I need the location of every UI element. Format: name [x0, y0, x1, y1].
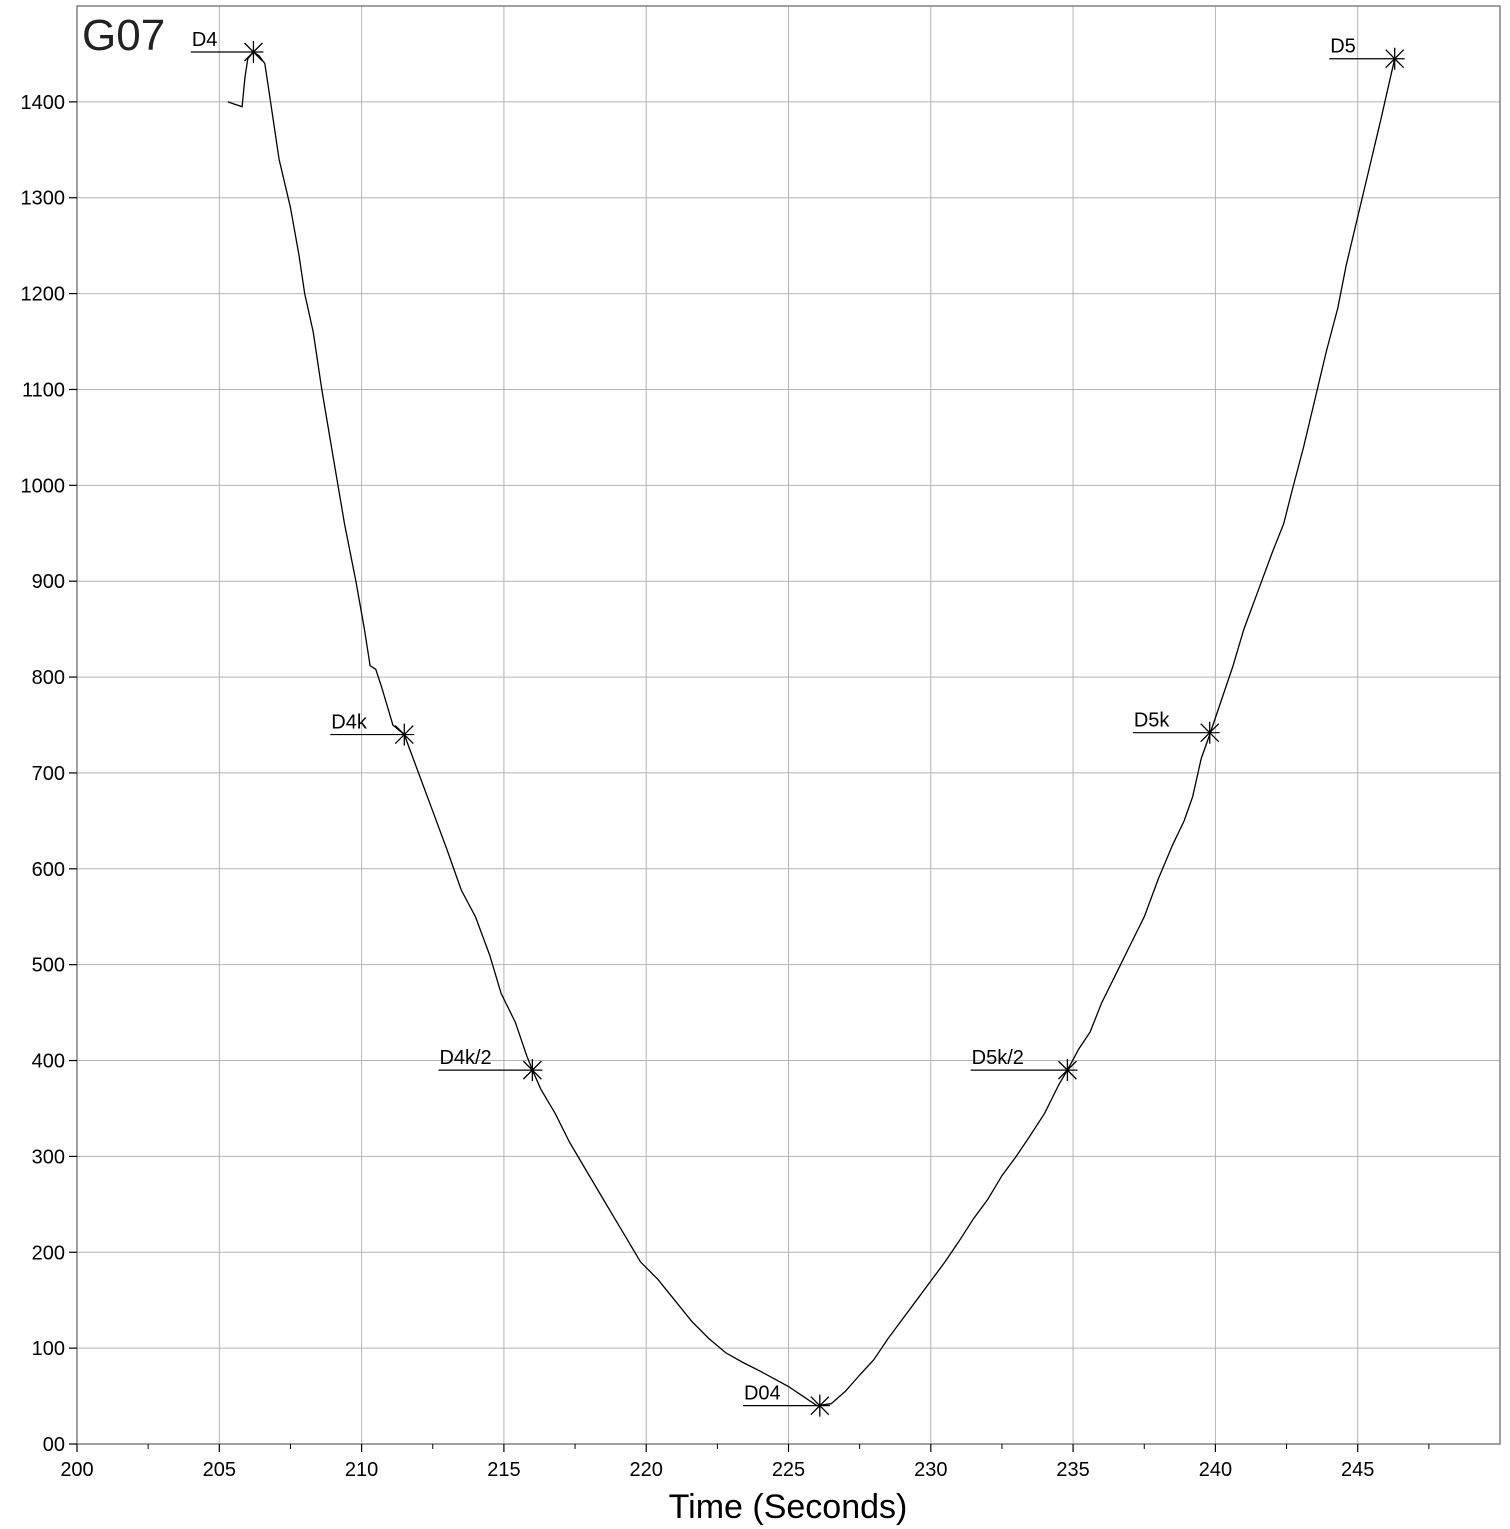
y-tick-label: 200: [32, 1242, 65, 1264]
marker-d4k-2: D4k/2: [438, 1047, 543, 1082]
marker-d5k-2: D5k/2: [970, 1047, 1078, 1082]
y-tick-label: 800: [32, 667, 65, 689]
x-tick-label: 225: [772, 1459, 805, 1481]
marker-d04: D04: [742, 1383, 830, 1417]
marker-label: D5k: [1134, 710, 1171, 732]
y-tick-label: 1300: [21, 188, 66, 210]
marker-label: D5k/2: [972, 1047, 1024, 1069]
x-tick-label: 235: [1056, 1459, 1089, 1481]
y-tick-label: 00: [43, 1434, 65, 1456]
marker-annotations: D4 D4k D4k/2 D04 D5k/2 D5k D5: [190, 29, 1405, 1417]
x-tick-label: 240: [1199, 1459, 1232, 1481]
marker-d4: D4: [190, 29, 264, 64]
y-tick-label: 500: [32, 955, 65, 977]
marker-label: D04: [744, 1383, 781, 1405]
marker-d5: D5: [1329, 36, 1405, 70]
y-tick-label: 600: [32, 859, 65, 881]
series-line: [227, 51, 1396, 1407]
chart-title: G07: [82, 11, 165, 60]
x-axis-label: Time (Seconds): [669, 1488, 908, 1526]
x-tick-label: 230: [914, 1459, 947, 1481]
y-tick-label: 700: [32, 763, 65, 785]
y-tick-label: 1000: [21, 475, 66, 497]
marker-label: D5: [1330, 36, 1356, 58]
x-tick-label: 200: [60, 1459, 93, 1481]
marker-d5k: D5k: [1132, 710, 1220, 744]
y-tick-label: 1200: [21, 284, 66, 306]
x-tick-label: 215: [487, 1459, 520, 1481]
y-tick-label: 300: [32, 1146, 65, 1168]
y-tick-label: 1400: [21, 92, 66, 114]
y-tick-label: 900: [32, 571, 65, 593]
grid-lines: [76, 6, 1500, 1445]
x-tick-label: 220: [630, 1459, 663, 1481]
y-tick-label: 400: [32, 1051, 65, 1073]
x-tick-label: 245: [1341, 1459, 1374, 1481]
y-tick-label: 100: [32, 1338, 65, 1360]
marker-label: D4k: [331, 712, 368, 734]
marker-d4k: D4k: [330, 712, 415, 746]
marker-label: D4k/2: [439, 1047, 491, 1069]
marker-label: D4: [192, 29, 218, 51]
y-tick-label: 1100: [22, 379, 65, 401]
tick-labels: 200 205 210 215 220 225 230 235 240 245 00 100 200 30…: [21, 92, 1430, 1481]
x-tick-label: 205: [203, 1459, 236, 1481]
x-tick-label: 210: [345, 1459, 378, 1481]
